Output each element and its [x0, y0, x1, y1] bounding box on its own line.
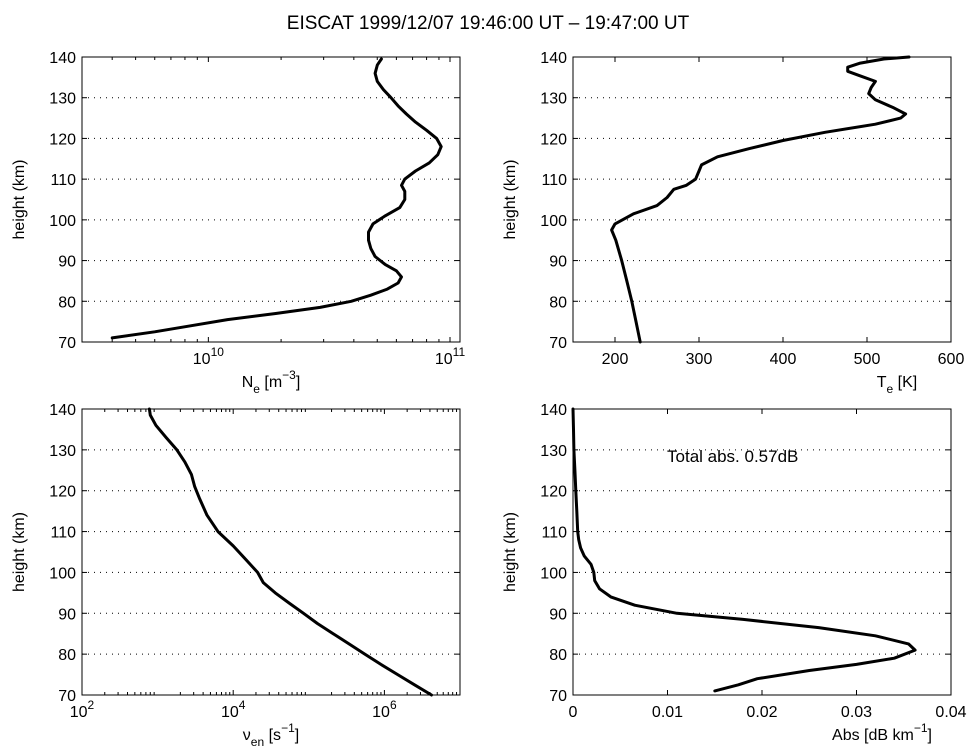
- y-tick-label: 140: [49, 50, 76, 67]
- y-tick-label: 140: [540, 402, 567, 419]
- x-tick-label: 1010: [193, 345, 224, 368]
- x-axis-label: Te [K]: [877, 374, 917, 396]
- x-tick-label: 102: [70, 698, 95, 721]
- y-tick-label: 140: [49, 402, 76, 419]
- x-axis-label: Abs [dB km−1]: [832, 721, 932, 744]
- y-tick-label: 70: [58, 335, 76, 352]
- x-tick-label: 0: [569, 704, 578, 721]
- y-tick-label: 110: [541, 525, 567, 542]
- axes-frame: [81, 408, 461, 696]
- x-tick-label: 0.02: [746, 704, 777, 721]
- y-tick-label: 80: [549, 647, 567, 664]
- y-tick-label: 80: [58, 647, 76, 664]
- x-tick-label: 400: [770, 351, 797, 368]
- y-tick-label: 100: [540, 565, 567, 582]
- series-line-1: [110, 57, 443, 340]
- axes-frame: [572, 56, 952, 343]
- x-tick-label: 0.01: [652, 704, 683, 721]
- panel-3: 70 80 90 100 110 120 130 140 102 104 106 height (km…: [11, 402, 461, 749]
- x-tick-label: 1011: [435, 345, 466, 368]
- y-axis-label: height (km): [502, 159, 519, 239]
- x-axis-label: νen [s−1]: [243, 721, 299, 749]
- y-tick-label: 90: [549, 254, 567, 271]
- x-tick-label: 600: [938, 351, 965, 368]
- figure-title: EISCAT 1999/12/07 19:46:00 UT – 19:47:00…: [287, 13, 690, 34]
- y-tick-label: 90: [549, 606, 567, 623]
- y-tick-label: 80: [549, 294, 567, 311]
- y-tick-label: 130: [49, 443, 76, 460]
- y-axis-label: height (km): [502, 512, 519, 592]
- x-tick-label: 0.04: [935, 704, 966, 721]
- y-tick-label: 120: [540, 131, 567, 148]
- x-tick-label: 104: [221, 698, 246, 721]
- y-tick-label: 110: [541, 172, 567, 189]
- y-tick-label: 90: [58, 254, 76, 271]
- y-tick-label: 100: [49, 213, 76, 230]
- y-tick-label: 110: [50, 172, 76, 189]
- panel-4: 70 80 90 100 110 120 130 140 0 0.01 0.02 0.03 0.04 he…: [502, 402, 967, 744]
- y-tick-label: 70: [549, 688, 567, 705]
- y-tick-label: 120: [540, 484, 567, 501]
- y-tick-label: 130: [540, 91, 567, 108]
- panel-1: 70 80 90 100 110 120 130 140 1010 1011 height (km)…: [11, 50, 465, 396]
- series-line-1: [610, 55, 911, 344]
- y-tick-label: 80: [58, 294, 76, 311]
- y-tick-label: 120: [49, 131, 76, 148]
- x-axis-label: Ne [m−3]: [242, 368, 301, 396]
- x-tick-label: 500: [854, 351, 881, 368]
- y-tick-label: 120: [49, 484, 76, 501]
- y-tick-label: 140: [540, 50, 567, 67]
- y-tick-label: 130: [540, 443, 567, 460]
- panel-2: 70 80 90 100 110 120 130 140 200 300 400 500 600 heig…: [502, 50, 964, 396]
- y-tick-label: 90: [58, 606, 76, 623]
- x-tick-label: 106: [372, 698, 397, 721]
- x-tick-label: 300: [686, 351, 713, 368]
- series-line-1: [571, 407, 917, 693]
- annotation-total-abs: Total abs. 0.57dB: [667, 447, 798, 466]
- y-axis-label: height (km): [11, 512, 28, 592]
- y-tick-label: 130: [49, 91, 76, 108]
- y-tick-label: 110: [50, 525, 76, 542]
- series-line-1: [147, 407, 433, 697]
- y-tick-label: 70: [549, 335, 567, 352]
- y-tick-label: 70: [58, 688, 76, 705]
- x-tick-label: 0.03: [841, 704, 872, 721]
- axes-frame: [81, 56, 461, 343]
- y-tick-label: 100: [49, 565, 76, 582]
- y-tick-label: 100: [540, 213, 567, 230]
- y-axis-label: height (km): [11, 159, 28, 239]
- x-tick-label: 200: [602, 351, 629, 368]
